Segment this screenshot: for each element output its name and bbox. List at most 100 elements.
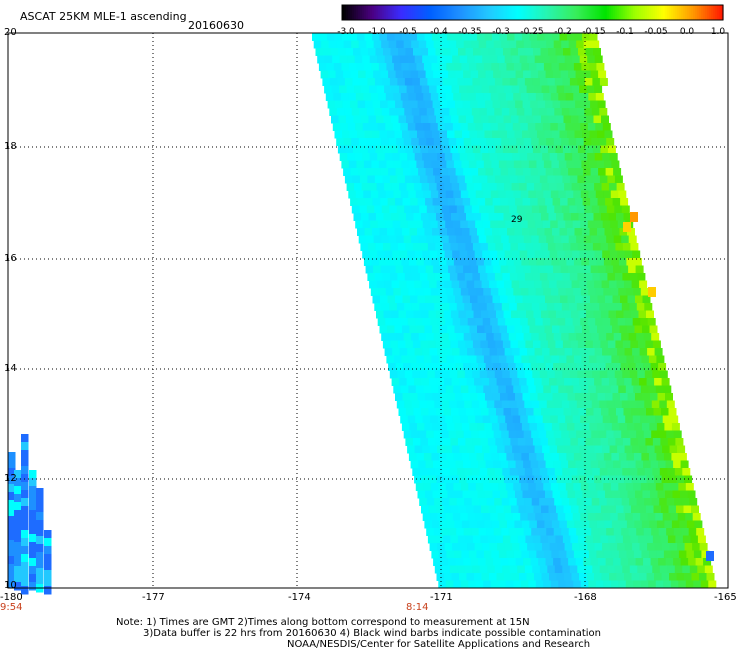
swath-cell bbox=[497, 318, 506, 326]
colorbar-segment bbox=[360, 5, 363, 20]
swath-cell bbox=[474, 183, 483, 191]
swath-cell bbox=[515, 168, 524, 176]
swath-cell bbox=[687, 490, 696, 499]
swath-cell bbox=[531, 235, 540, 244]
swath-cell bbox=[547, 175, 556, 184]
swath-cell bbox=[633, 453, 642, 461]
swath-cell bbox=[631, 408, 639, 416]
swath-cell bbox=[669, 475, 678, 484]
swath-cell bbox=[483, 453, 492, 461]
swath-cell bbox=[664, 423, 673, 431]
swath-cell bbox=[455, 490, 463, 499]
swath-cell bbox=[431, 423, 440, 431]
swath-cell bbox=[452, 543, 461, 551]
colorbar-segment bbox=[612, 5, 616, 20]
swath-cell bbox=[658, 363, 667, 371]
swath-cell bbox=[513, 63, 522, 71]
swath-cell bbox=[526, 378, 535, 386]
swath-cell bbox=[44, 554, 52, 563]
swath-cell bbox=[587, 220, 596, 229]
swath-cell bbox=[387, 325, 395, 334]
swath-cell bbox=[413, 115, 422, 124]
swath-cell bbox=[367, 243, 376, 251]
swath-cell bbox=[615, 340, 624, 349]
swath-cell bbox=[565, 190, 574, 199]
swath-cell bbox=[21, 442, 29, 451]
swath-cell bbox=[36, 496, 44, 505]
swath-cell bbox=[559, 130, 568, 139]
swath-cell bbox=[377, 55, 386, 64]
swath-cell bbox=[628, 265, 637, 274]
swath-cell bbox=[425, 490, 433, 499]
swath-cell bbox=[667, 535, 676, 544]
swath-cell bbox=[468, 550, 477, 559]
swath-cell bbox=[469, 325, 478, 334]
swath-cell bbox=[541, 573, 550, 581]
swath-cell bbox=[545, 295, 553, 304]
swath-cell bbox=[370, 220, 379, 229]
swath-cell bbox=[505, 385, 514, 394]
colorbar-segment bbox=[702, 5, 706, 20]
swath-cell bbox=[579, 183, 588, 191]
swath-cell bbox=[587, 55, 596, 64]
swath-cell bbox=[350, 168, 359, 176]
swath-cell bbox=[457, 243, 466, 251]
swath-cell bbox=[427, 340, 436, 349]
swath-cell bbox=[490, 513, 499, 521]
swath-cell bbox=[476, 258, 485, 266]
swath-cell bbox=[468, 93, 477, 101]
swath-cell bbox=[445, 483, 454, 491]
swath-cell bbox=[584, 303, 593, 311]
swath-cell bbox=[455, 100, 464, 109]
swath-cell bbox=[629, 468, 638, 476]
swath-cell bbox=[483, 160, 492, 169]
swath-cell bbox=[462, 325, 470, 334]
swath-cell bbox=[451, 310, 459, 319]
swath-cell bbox=[481, 475, 490, 484]
swath-cell bbox=[630, 438, 639, 446]
swath-cell bbox=[637, 340, 646, 349]
colorbar-segment bbox=[514, 5, 518, 20]
swath-cell bbox=[504, 153, 513, 161]
swath-cell bbox=[654, 445, 663, 454]
swath-cell bbox=[459, 280, 468, 289]
swath-cell bbox=[448, 430, 457, 439]
swath-cell bbox=[525, 243, 534, 251]
swath-cell bbox=[505, 415, 514, 424]
swath-cell bbox=[516, 333, 525, 341]
swath-cell bbox=[522, 490, 531, 499]
swath-cell bbox=[466, 310, 474, 319]
swath-cell bbox=[520, 483, 529, 491]
swath-cell bbox=[521, 160, 530, 169]
swath-cell bbox=[394, 33, 403, 41]
swath-cell bbox=[611, 550, 620, 559]
swath-cell bbox=[515, 265, 524, 274]
swath-cell bbox=[651, 333, 660, 341]
swath-cell bbox=[538, 558, 547, 566]
swath-cell bbox=[414, 475, 423, 484]
swath-cell bbox=[614, 400, 623, 409]
swath-cell bbox=[588, 160, 597, 169]
swath-cell bbox=[612, 295, 621, 304]
swath-cell bbox=[562, 370, 571, 379]
swath-cell bbox=[501, 400, 510, 409]
swath-cell bbox=[445, 288, 454, 296]
swath-cell bbox=[509, 400, 518, 409]
colorbar-segment bbox=[456, 5, 459, 20]
swath-cell bbox=[477, 198, 486, 206]
swath-cell bbox=[427, 145, 436, 154]
swath-cell bbox=[487, 468, 496, 476]
swath-cell bbox=[536, 355, 545, 364]
colorbar-segment bbox=[560, 5, 564, 20]
swath-cell bbox=[576, 235, 585, 244]
swath-cell bbox=[464, 205, 473, 214]
swath-cell bbox=[596, 550, 605, 559]
swath-cell bbox=[21, 546, 29, 555]
swath-cell bbox=[565, 123, 574, 131]
swath-cell bbox=[503, 310, 512, 319]
swath-cell bbox=[573, 288, 582, 296]
swath-cell bbox=[440, 558, 449, 566]
swath-cell bbox=[455, 70, 464, 79]
swath-cell bbox=[500, 393, 508, 401]
swath-cell bbox=[423, 63, 432, 71]
